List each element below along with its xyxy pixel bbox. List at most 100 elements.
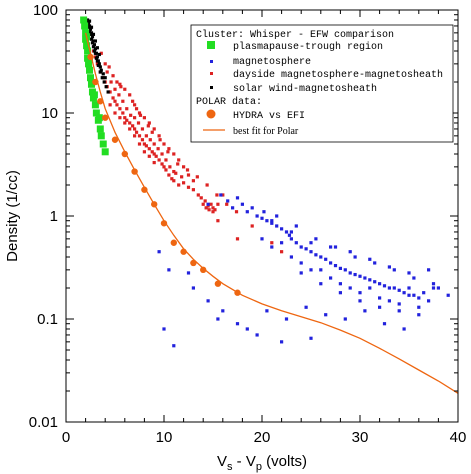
legend: Cluster: Whisper - EFW comparison plasma… bbox=[190, 24, 454, 143]
data-point bbox=[294, 224, 298, 228]
data-point bbox=[141, 186, 148, 193]
series-4 bbox=[87, 53, 241, 296]
data-point bbox=[191, 188, 195, 192]
data-point bbox=[90, 91, 98, 99]
series-3 bbox=[85, 18, 110, 94]
data-point bbox=[156, 147, 160, 151]
data-point bbox=[234, 289, 241, 296]
data-point bbox=[137, 111, 142, 115]
data-point bbox=[270, 241, 274, 245]
data-point bbox=[109, 80, 113, 84]
data-point bbox=[200, 266, 207, 274]
data-point bbox=[177, 158, 181, 162]
data-point bbox=[166, 150, 170, 154]
legend-box bbox=[190, 24, 454, 143]
data-point bbox=[123, 116, 127, 120]
data-point bbox=[92, 78, 99, 86]
data-point bbox=[378, 282, 382, 286]
data-point bbox=[221, 193, 225, 197]
data-point bbox=[147, 121, 151, 125]
data-point bbox=[89, 37, 94, 41]
data-point bbox=[92, 109, 100, 117]
data-point bbox=[133, 116, 137, 120]
data-point bbox=[329, 261, 333, 265]
data-point bbox=[91, 45, 96, 49]
y-tick-label: 0.1 bbox=[37, 311, 58, 328]
data-point bbox=[96, 125, 104, 133]
data-point bbox=[172, 169, 176, 174]
data-point bbox=[133, 127, 137, 131]
data-point bbox=[172, 152, 176, 156]
data-point bbox=[234, 210, 239, 214]
data-point bbox=[88, 27, 93, 31]
axis-ticks: 0 10 20 30 40 0.01 0.1 1 10 100 bbox=[29, 2, 467, 446]
data-point bbox=[427, 299, 431, 303]
data-point bbox=[111, 136, 119, 143]
legend-label-magnetosphere: magnetosphere bbox=[233, 56, 311, 68]
data-point bbox=[88, 32, 93, 36]
data-point bbox=[91, 32, 96, 36]
data-point bbox=[87, 53, 94, 61]
data-point bbox=[102, 114, 109, 121]
data-point bbox=[82, 29, 90, 37]
data-point bbox=[407, 286, 411, 290]
data-point bbox=[172, 179, 176, 183]
data-point bbox=[275, 224, 279, 228]
legend-label-bestfit: best fit for Polar bbox=[233, 126, 299, 137]
data-point bbox=[213, 208, 217, 212]
data-point bbox=[358, 299, 362, 303]
data-point bbox=[151, 201, 158, 208]
legend-label-solarwind: solar wind-magnetosheath bbox=[233, 83, 377, 95]
data-point bbox=[118, 82, 122, 86]
x-tick-label: 20 bbox=[254, 429, 271, 446]
data-point bbox=[221, 309, 225, 313]
data-point bbox=[211, 210, 215, 214]
data-point bbox=[117, 93, 121, 97]
data-point bbox=[260, 237, 264, 241]
data-point bbox=[90, 41, 95, 45]
data-point bbox=[147, 154, 151, 158]
data-point bbox=[121, 99, 125, 103]
data-point bbox=[368, 286, 372, 290]
data-point bbox=[85, 18, 90, 22]
data-point bbox=[96, 63, 100, 67]
data-point bbox=[309, 241, 313, 245]
data-point bbox=[309, 336, 313, 340]
data-point bbox=[83, 42, 91, 50]
data-point bbox=[417, 305, 421, 309]
data-point bbox=[97, 98, 104, 105]
data-point bbox=[201, 202, 205, 206]
data-point bbox=[186, 185, 191, 189]
data-point bbox=[103, 76, 107, 80]
data-point bbox=[338, 282, 342, 286]
data-point bbox=[81, 22, 89, 30]
data-point bbox=[106, 90, 110, 94]
data-point bbox=[113, 111, 117, 115]
data-point bbox=[329, 276, 333, 280]
data-point bbox=[219, 193, 223, 197]
y-tick-label: 0.01 bbox=[29, 414, 58, 431]
data-point bbox=[387, 265, 391, 269]
x-tick-label: 40 bbox=[450, 429, 467, 446]
data-point bbox=[105, 70, 109, 74]
legend-label-hydra: HYDRA vs EFI bbox=[233, 111, 305, 122]
data-point bbox=[191, 286, 195, 290]
data-point bbox=[402, 327, 406, 331]
data-point bbox=[113, 99, 117, 103]
data-point bbox=[147, 147, 151, 151]
data-point bbox=[284, 230, 289, 234]
data-point bbox=[262, 210, 266, 214]
data-point bbox=[338, 266, 342, 270]
data-point bbox=[131, 168, 138, 175]
data-point bbox=[199, 196, 203, 200]
data-point bbox=[113, 87, 117, 91]
data-point bbox=[382, 284, 387, 288]
data-point bbox=[407, 271, 411, 275]
data-point bbox=[142, 150, 146, 154]
x-tick-label: 0 bbox=[62, 429, 70, 446]
data-point bbox=[250, 224, 254, 228]
data-point bbox=[180, 175, 184, 179]
data-point bbox=[128, 121, 132, 125]
legend-label-dayside: dayside magnetosphere-magnetosheath bbox=[233, 69, 443, 81]
data-point bbox=[95, 59, 99, 63]
